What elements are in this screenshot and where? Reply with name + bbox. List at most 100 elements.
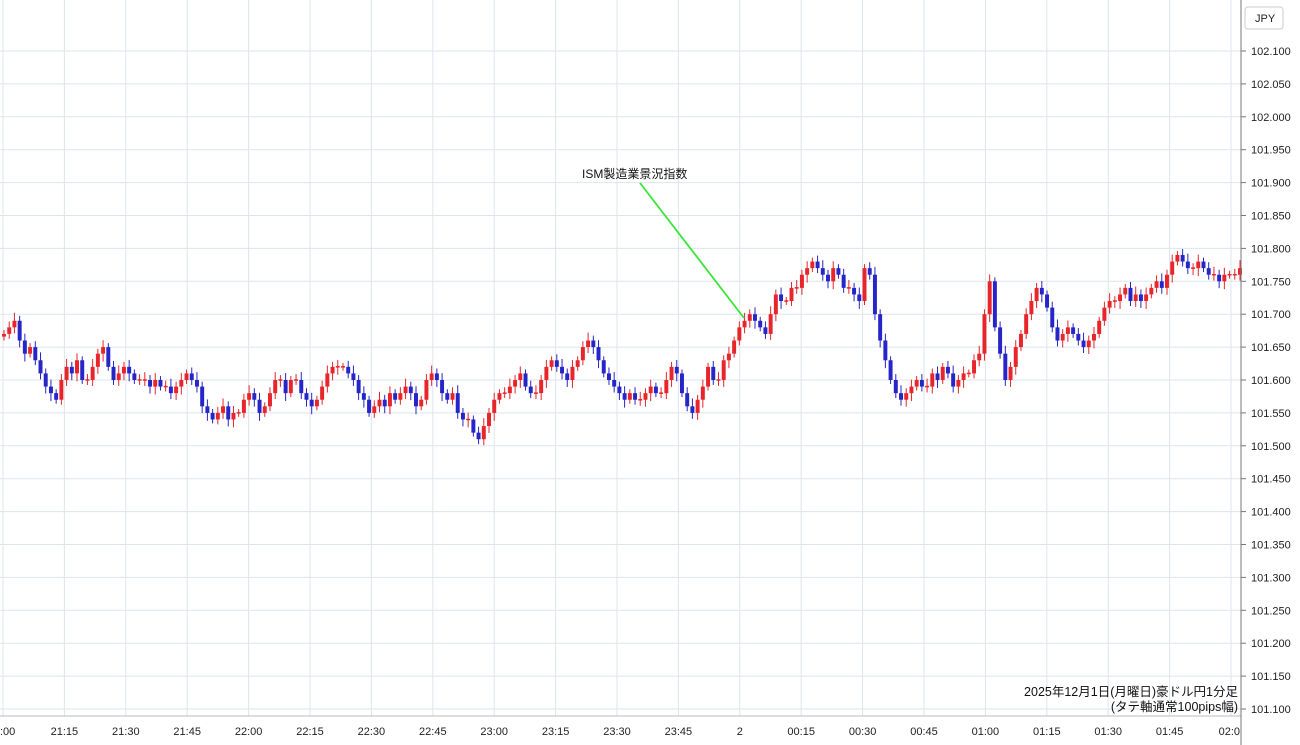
annotation-label: ISM製造業景況指数 — [582, 166, 687, 181]
candle-body — [414, 393, 418, 407]
candle-body — [419, 399, 424, 407]
candle-body — [252, 393, 257, 400]
candle-body — [267, 393, 272, 407]
candle-body — [1191, 267, 1196, 269]
candle-body — [497, 393, 502, 400]
candle-body — [1128, 287, 1133, 302]
candle-body — [554, 360, 559, 367]
candle-body — [1180, 254, 1185, 262]
x-tick-label: 00:15 — [787, 726, 815, 738]
candle-body — [262, 406, 267, 413]
candle-body — [972, 360, 977, 374]
x-tick-label: 21:45 — [173, 726, 201, 738]
candle-body — [1222, 274, 1227, 282]
candle-body — [695, 399, 700, 413]
candle-body — [909, 386, 914, 394]
candle-body — [330, 366, 335, 374]
caption-title: 2025年12月1日(月曜日)豪ドル円1分足 — [1024, 684, 1238, 699]
candle-body — [502, 392, 507, 394]
candle-body — [1144, 294, 1149, 302]
candle-body — [831, 268, 836, 282]
candle-body — [179, 380, 184, 387]
candle-body — [711, 366, 716, 380]
candle-body — [257, 399, 262, 413]
candle-body — [450, 393, 455, 400]
candle-body — [893, 380, 898, 394]
candle-body — [669, 366, 674, 380]
candle-body — [314, 399, 319, 407]
candle-series — [2, 249, 1242, 446]
candle-body — [1165, 274, 1169, 288]
candle-body — [810, 261, 815, 269]
x-tick-label: 00:30 — [849, 726, 877, 738]
candle-body — [528, 386, 533, 394]
y-tick-label: 101.250 — [1251, 605, 1291, 617]
x-tick-label: 2 — [737, 726, 743, 738]
candle-body — [753, 314, 757, 321]
candle-body — [148, 380, 153, 387]
candle-body — [351, 373, 356, 380]
candle-body — [925, 385, 930, 388]
x-tick-label: 01:45 — [1156, 726, 1184, 738]
candle-body — [622, 393, 627, 400]
candle-body — [320, 386, 325, 400]
candle-body — [841, 274, 846, 288]
candle-body — [231, 412, 236, 420]
candle-body — [335, 366, 340, 368]
candle-body — [38, 360, 43, 374]
candle-body — [914, 380, 919, 387]
candle-body — [247, 393, 252, 400]
candle-body — [549, 360, 554, 367]
candle-body — [64, 366, 69, 380]
candle-body — [424, 380, 429, 400]
candle-body — [732, 340, 737, 354]
candle-body — [1097, 320, 1102, 334]
candle-body — [904, 393, 909, 400]
candle-body — [659, 392, 664, 394]
candle-body — [773, 294, 778, 315]
candle-body — [888, 360, 893, 380]
candle-body — [95, 353, 100, 367]
candle-body — [1107, 301, 1112, 308]
candle-body — [706, 366, 711, 387]
candle-body — [951, 373, 956, 387]
candle-body — [758, 320, 763, 328]
y-tick-label: 101.150 — [1251, 671, 1291, 683]
candle-body — [1045, 294, 1050, 308]
x-tick-label: 23:45 — [665, 726, 693, 738]
candle-body — [596, 347, 601, 361]
grid-lines — [0, 0, 1241, 716]
candle-body — [945, 366, 950, 374]
y-tick-label: 101.350 — [1251, 540, 1291, 552]
candle-body — [1232, 273, 1237, 276]
candle-body — [17, 320, 22, 341]
candle-body — [867, 268, 872, 275]
y-tick-label: 101.800 — [1251, 243, 1291, 255]
candle-body — [1034, 287, 1039, 302]
candle-body — [377, 399, 382, 407]
candle-body — [184, 373, 189, 380]
candle-body — [560, 366, 565, 374]
candle-body — [721, 360, 726, 380]
candle-body — [132, 373, 137, 380]
candle-body — [278, 379, 283, 381]
candle-body — [80, 360, 85, 380]
y-tick-label: 101.500 — [1251, 441, 1291, 453]
candle-body — [716, 379, 721, 381]
candle-body — [789, 287, 794, 302]
candle-body — [664, 380, 669, 394]
x-tick-label: 22:15 — [296, 726, 324, 738]
candle-body — [393, 393, 398, 400]
candle-body — [779, 294, 784, 302]
y-tick-label: 102.100 — [1251, 46, 1291, 58]
candle-body — [679, 373, 684, 394]
candle-body — [1076, 333, 1081, 341]
candle-body — [544, 366, 549, 380]
x-tick-label: 01:30 — [1094, 726, 1122, 738]
candle-body — [387, 393, 392, 407]
candle-body — [846, 287, 851, 289]
candle-body — [434, 373, 439, 380]
candle-body — [1185, 261, 1190, 269]
candle-body — [1029, 301, 1034, 315]
candle-body — [429, 373, 434, 380]
